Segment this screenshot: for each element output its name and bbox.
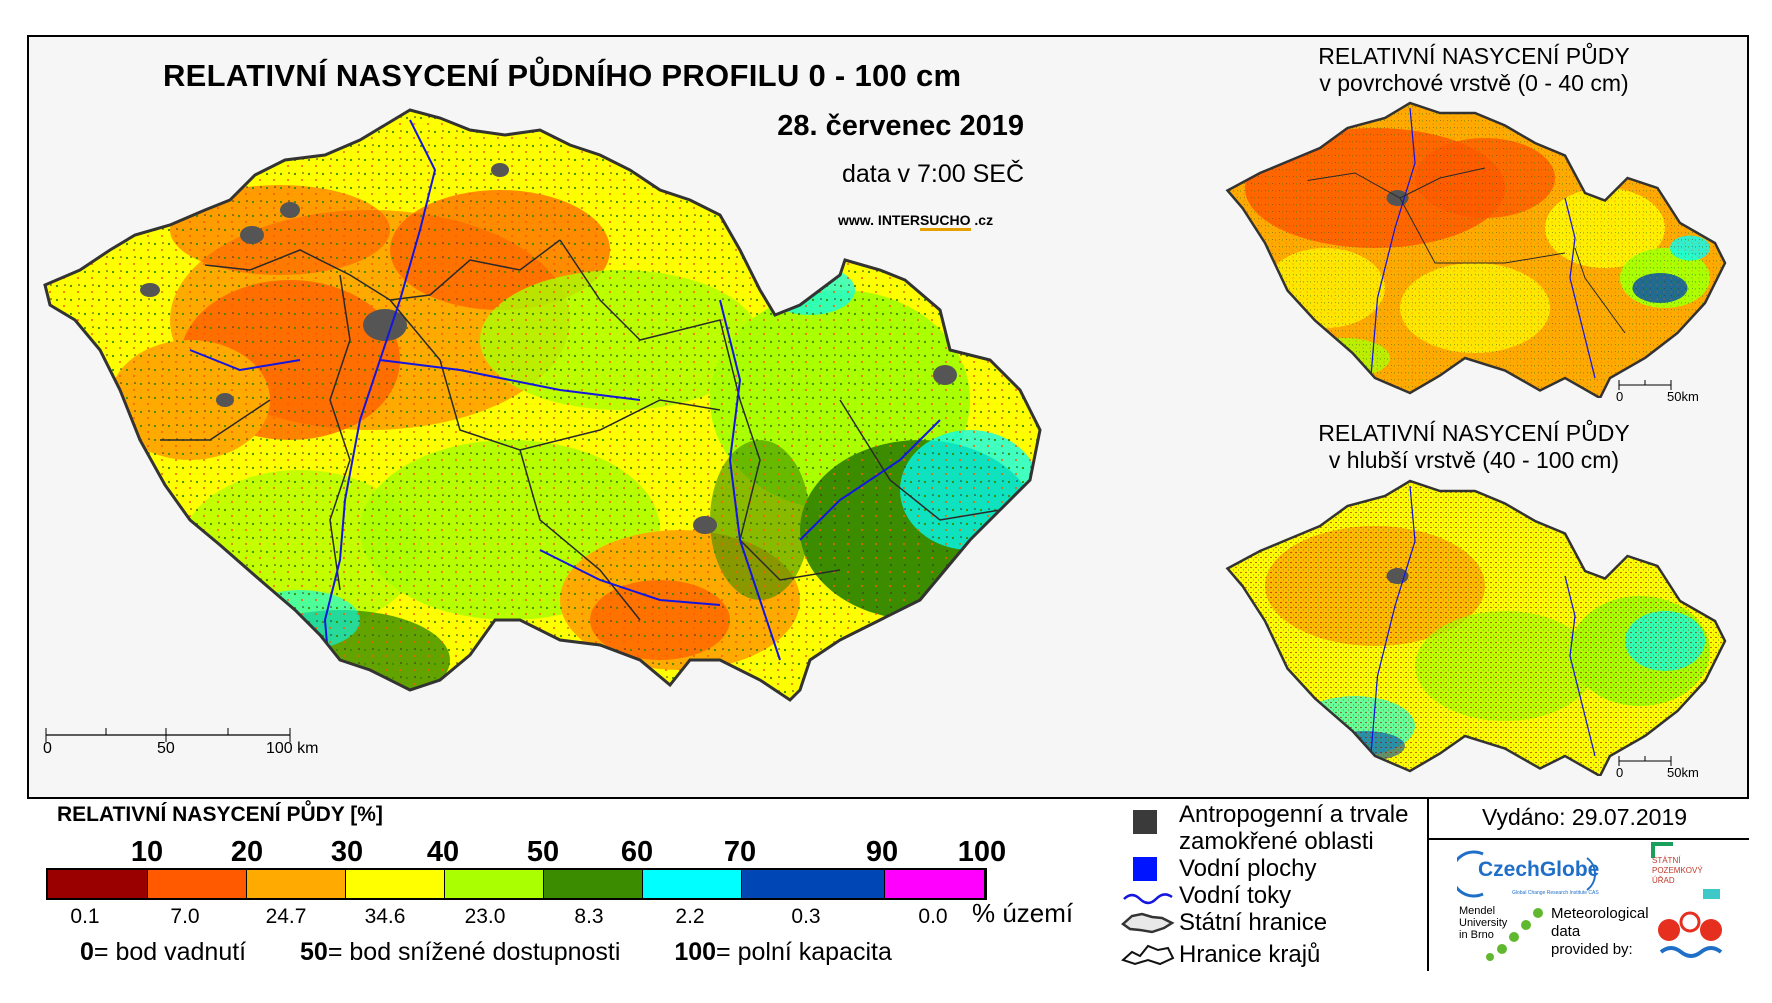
legend-percent: 8.3 <box>574 905 604 928</box>
percent-unit-label: % území <box>972 898 1074 928</box>
legend-tick: 70 <box>723 836 757 868</box>
state-border-icon <box>1120 912 1175 934</box>
legend-swatch <box>445 870 544 898</box>
symbol-label-urban: Antropogenní a trvale zamokřené oblasti <box>1179 801 1409 855</box>
legend-swatch <box>544 870 643 898</box>
deep-title-line2: v hlubší vrstvě (40 - 100 cm) <box>1328 447 1620 473</box>
surface-layer-map <box>1225 101 1727 398</box>
deep-layer-map <box>1225 479 1727 776</box>
spu-logo-text: STÁTNÍ POZEMKOVÝ ÚŘAD <box>1652 856 1703 885</box>
symbol-label-water: Vodní plochy <box>1179 855 1317 882</box>
symbol-label-state-border: Státní hranice <box>1179 909 1328 936</box>
map-date: 28. červenec 2019 <box>777 110 1024 142</box>
map-title: RELATIVNÍ NASYCENÍ PŮDNÍHO PROFILU 0 - 1… <box>163 58 962 93</box>
data-time: data v 7:00 SEČ <box>841 160 1024 188</box>
state-border <box>43 108 1042 702</box>
legend-swatch <box>148 870 247 898</box>
legend-tick: 40 <box>426 836 460 868</box>
surface-title-line2: v povrchové vrstvě (0 - 40 cm) <box>1319 70 1629 96</box>
legend-tick: 30 <box>330 836 364 868</box>
legend-percent: 0.0 <box>918 905 948 928</box>
legend-swatch <box>48 870 148 898</box>
legend-tick: 90 <box>865 836 899 868</box>
surface-scale-50: 50km <box>1667 389 1699 404</box>
deep-scale-0: 0 <box>1616 765 1624 780</box>
legend-percent: 2.2 <box>675 905 705 928</box>
deep-title-line1: RELATIVNÍ NASYCENÍ PŮDY <box>1318 420 1630 446</box>
czechglobe-subtitle: Global Change Research Institute CAS <box>1512 890 1599 896</box>
legend-percent: 34.6 <box>364 905 406 928</box>
main-scale-bar <box>45 728 291 742</box>
mendel-university-text: Mendel University in Brno <box>1459 905 1508 941</box>
main-scale-50: 50 <box>157 740 175 757</box>
meteorological-data-text: Meteorological data provided by: <box>1551 905 1649 958</box>
saturation-definitions: 0= bod vadnutí 50= bod snížené dostupnos… <box>80 938 892 966</box>
main-scale-0: 0 <box>43 740 52 757</box>
grey-square-icon <box>1133 810 1157 834</box>
legend-title: RELATIVNÍ NASYCENÍ PŮDY [%] <box>57 803 383 826</box>
teal-mark-icon <box>1703 889 1720 899</box>
chmi-logo <box>1658 911 1723 958</box>
issued-divider <box>1427 838 1749 840</box>
website-sucho: SUCHO <box>919 212 971 231</box>
legend-percent: 23.0 <box>464 905 506 928</box>
website-post: .cz <box>970 212 994 228</box>
surface-title-line1: RELATIVNÍ NASYCENÍ PŮDY <box>1318 43 1630 69</box>
deep-map-title: RELATIVNÍ NASYCENÍ PŮDY v hlubší vrstvě … <box>1214 420 1734 474</box>
website-link[interactable]: www. INTERSUCHO .cz <box>838 212 994 231</box>
surface-map-title: RELATIVNÍ NASYCENÍ PŮDY v povrchové vrst… <box>1214 43 1734 97</box>
main-soil-saturation-map <box>43 108 1042 702</box>
surface-scale-0: 0 <box>1616 389 1624 404</box>
legend-tick: 50 <box>526 836 560 868</box>
legend-swatch <box>346 870 445 898</box>
legend-tick: 20 <box>230 836 264 868</box>
region-border-icon <box>1121 944 1175 966</box>
legend-swatch <box>643 870 742 898</box>
legend-swatch <box>742 870 885 898</box>
spu-logo-bar <box>1651 842 1673 846</box>
main-scale-100: 100 km <box>266 740 319 757</box>
surface-scale-bar <box>1618 380 1672 390</box>
legend-colorbar <box>46 868 987 900</box>
deep-scale-bar <box>1618 756 1672 766</box>
legend-tick: 60 <box>620 836 654 868</box>
legend-swatch <box>885 870 985 898</box>
legend-divider <box>1427 797 1429 971</box>
legend-tick: 100 <box>957 836 1007 868</box>
legend-tick: 10 <box>130 836 164 868</box>
mendel-dots-logo <box>1486 908 1543 961</box>
deep-scale-50: 50km <box>1667 765 1699 780</box>
symbol-label-region-border: Hranice krajů <box>1179 941 1321 968</box>
river-line-icon <box>1123 893 1173 905</box>
legend-percent: 0.3 <box>791 905 821 928</box>
legend-percent: 7.0 <box>170 905 200 928</box>
legend-percent: 24.7 <box>265 905 307 928</box>
website-pre: www. INTER <box>838 212 920 228</box>
blue-square-icon <box>1133 857 1157 881</box>
czechglobe-name: CzechGlobe <box>1478 858 1600 881</box>
legend-percent: 0.1 <box>70 905 100 928</box>
legend-swatch <box>247 870 346 898</box>
symbol-label-rivers: Vodní toky <box>1179 882 1292 909</box>
issued-date: Vydáno: 29.07.2019 <box>1482 804 1688 830</box>
czechglobe-logo <box>1457 850 1596 898</box>
spu-logo-bar-vertical <box>1651 842 1655 858</box>
